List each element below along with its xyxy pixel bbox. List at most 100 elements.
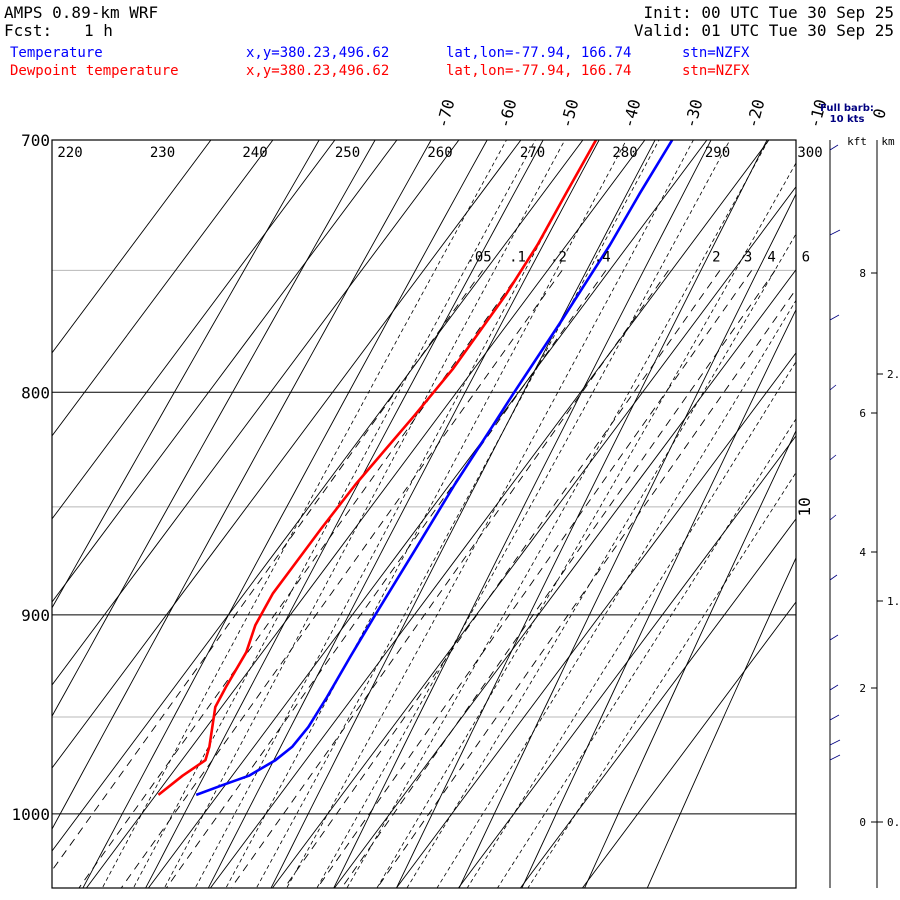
isotherm-label: -40 [619,97,645,130]
theta-label: 290 [705,145,730,161]
wind-barb [829,144,839,151]
plot-area [52,140,796,888]
valid-time: Valid: 01 UTC Tue 30 Sep 25 [633,21,894,40]
kft-tick-label: 8 [859,267,866,280]
isotherm [52,140,584,852]
isotherm [86,140,646,888]
legend-dewpoint-label: Dewpoint temperature [10,63,179,79]
isotherm [334,269,796,888]
legend-temperature-label: Temperature [10,45,103,61]
wind-barb [829,754,841,761]
kft-tick-label: 0 [859,816,866,829]
theta-label: 230 [150,145,175,161]
km-tick-label: 2. [887,368,900,381]
isotherms [52,140,796,888]
legend-dewpoint-xy: x,y=380.23,496.62 [246,63,390,79]
mixing-ratio-label: 2 [712,249,720,265]
kft-tick-label: 2 [859,682,866,695]
full-barb-note: Full barb: 10 kts [812,103,882,125]
isotherm-label: 0 [869,106,890,120]
mixing-ratio-line [165,270,607,888]
dry-adiabat [82,140,488,888]
kft-label: kft [847,135,867,148]
wind-barb [829,514,837,521]
dry-adiabat [52,140,320,609]
wind-barb [829,634,839,641]
moist-adiabat [101,140,507,888]
wind-barb [829,714,840,721]
theta-label: 280 [612,145,637,161]
dry-adiabat [333,140,712,888]
isotherm [52,140,212,354]
theta-label: 300 [797,145,822,161]
mixing-ratio-label: 4 [767,249,775,265]
isotherm [52,140,398,603]
wind-barb [829,454,837,461]
moist-adiabat [497,418,796,888]
moist-adiabat [286,140,694,888]
full-barb-line1: Full barb: [820,103,874,114]
isotherm [210,140,770,888]
moist-adiabat [376,162,796,888]
temperature-profile [195,140,674,797]
km-tick-label: 1. [887,595,900,608]
dry-adiabat [270,140,656,888]
mixing-ratio-line [52,270,484,872]
moist-adiabat [466,360,796,888]
sounding-series [157,140,674,797]
init-time: Init: 00 UTC Tue 30 Sep 25 [643,3,894,22]
wind-barb [829,384,837,391]
moist-adiabats [101,140,796,888]
isotherm-label: -60 [495,97,521,130]
wind-barb [829,574,838,581]
chart-frame [51,139,797,889]
mixing-ratio-label: 3 [744,249,752,265]
legend-temperature-latlon: lat,lon=-77.94, 166.74 [446,45,632,61]
isotherm-label: -50 [557,97,583,130]
km-label: km [881,135,895,148]
dry-adiabat [584,429,796,888]
pressure-tick-label: 1000 [11,805,50,824]
theta-label: 270 [520,145,545,161]
isotherm [148,140,708,888]
full-barb-line2: 10 kts [829,114,865,125]
mixing-ratio-label: .2 [550,249,567,265]
moist-adiabat [436,299,796,888]
dry-adiabat [52,140,432,831]
legend-temperature-station: stn=NZFX [682,45,750,61]
moist-adiabat [255,140,660,888]
theta-label: 240 [242,145,267,161]
height-and-wind-axis: kft km 0 2 4 6 8 0. 1. 2. [829,135,900,888]
forecast-hour: 1 h [84,21,113,40]
dry-adiabat [521,308,796,888]
mixing-ratio-label: .4 [594,249,611,265]
isotherm-label: -20 [743,97,769,130]
chart-background [52,140,796,888]
moist-adiabat [225,140,627,888]
dry-adiabat [52,140,376,718]
moist-adiabat [527,471,796,888]
dry-adiabat [646,556,796,888]
isotherm [582,601,796,888]
moist-adiabat [163,140,566,888]
wind-barb [829,229,841,236]
moist-adiabat [406,233,796,888]
theta-label: 260 [427,145,452,161]
wind-barb [829,739,841,746]
pressure-tick-label: 700 [21,131,50,150]
dewpoint-profile [157,140,598,796]
forecast-label: Fcst: [4,21,53,40]
moist-adiabat [132,140,536,888]
moist-adiabat [316,140,731,888]
km-tick-label: 0. [887,816,900,829]
mixing-ratio-line [230,270,669,888]
model-title: AMPS 0.89-km WRF [4,3,159,22]
plot-frame [51,139,797,889]
wind-barb [829,314,840,321]
theta-label: 250 [335,145,360,161]
isotherm [272,185,796,888]
kft-tick-label: 4 [859,546,866,559]
